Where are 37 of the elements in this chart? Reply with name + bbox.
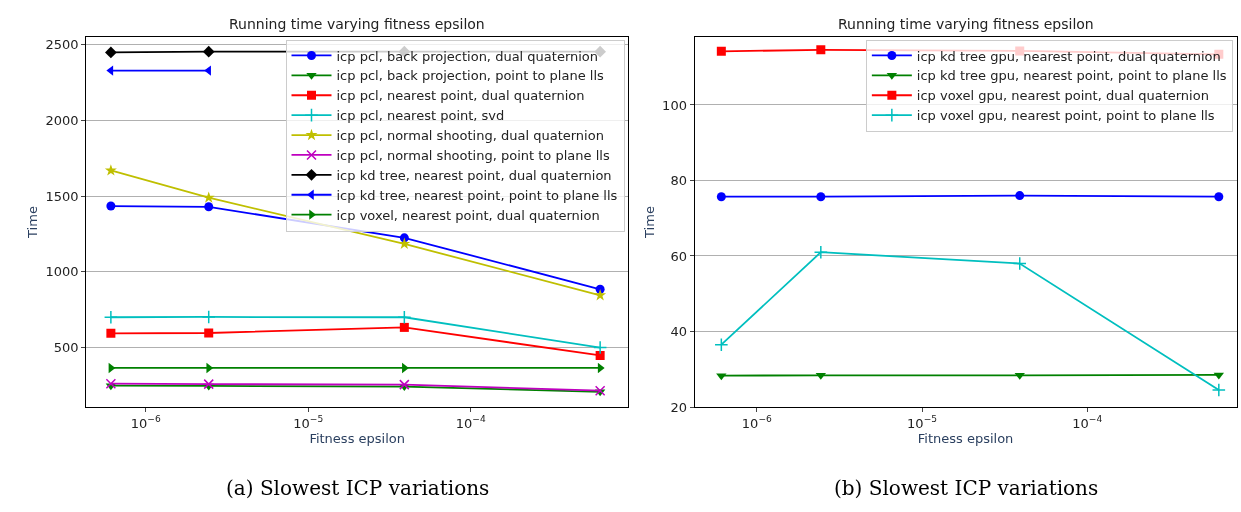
x-tick-label: 10$^{−4}$ (1072, 414, 1103, 431)
chart-title: Running time varying fitness epsilon (229, 16, 485, 32)
y-tick-label: 1000 (45, 264, 79, 280)
legend-label: icp voxel, nearest point, dual quaternion (336, 207, 600, 223)
legend-label: icp pcl, normal shooting, dual quaternion (336, 128, 604, 144)
x-tick-label: 10$^{−6}$ (741, 414, 772, 431)
legend-label: icp kd tree gpu, nearest point, point to plane lls (916, 68, 1227, 84)
y-tick-label: 2000 (45, 113, 79, 129)
legend-label: icp pcl, back projection, dual quaternion (336, 48, 599, 64)
chart-title: Running time varying fitness epsilon (838, 16, 1094, 32)
legend-label: icp kd tree gpu, nearest point, dual quaternion (916, 48, 1221, 64)
legend-label: icp kd tree, nearest point, dual quaternion (336, 167, 612, 183)
legend-label: icp pcl, back projection, point to plane lls (336, 68, 605, 84)
legend-label: icp voxel gpu, nearest point, point to plane lls (916, 108, 1215, 124)
y-tick-label: 80 (670, 173, 687, 189)
x-axis-title: Fitness epsilon (309, 431, 405, 447)
x-tick-label: 10$^{−5}$ (293, 414, 324, 431)
y-tick-label: 500 (53, 340, 79, 356)
x-tick-label: 10$^{−6}$ (130, 414, 161, 431)
y-axis-title: Time (25, 206, 41, 239)
y-tick-label: 40 (670, 324, 687, 340)
legend-label: icp kd tree, nearest point, point to plane lls (336, 187, 618, 203)
x-axis-title: Fitness epsilon (917, 431, 1014, 447)
y-tick-label: 1500 (45, 188, 79, 204)
legend-label: icp pcl, nearest point, dual quaternion (336, 88, 585, 104)
x-tick-label: 10$^{−4}$ (455, 414, 486, 431)
y-tick-label: 2500 (45, 37, 79, 53)
legend-label: icp voxel gpu, nearest point, dual quaternion (916, 88, 1209, 104)
y-tick-label: 60 (670, 248, 687, 264)
y-tick-label: 20 (670, 399, 687, 415)
legend-label: icp pcl, normal shooting, point to plane lls (336, 148, 610, 164)
text: (b) Slowest ICP variations (834, 476, 1099, 500)
x-tick-label: 10$^{−5}$ (907, 414, 938, 431)
y-axis-title: Time (642, 206, 658, 239)
text: (a) Slowest ICP variations (226, 476, 490, 500)
y-tick-label: 100 (662, 97, 687, 113)
legend-label: icp pcl, nearest point, svd (336, 108, 505, 124)
